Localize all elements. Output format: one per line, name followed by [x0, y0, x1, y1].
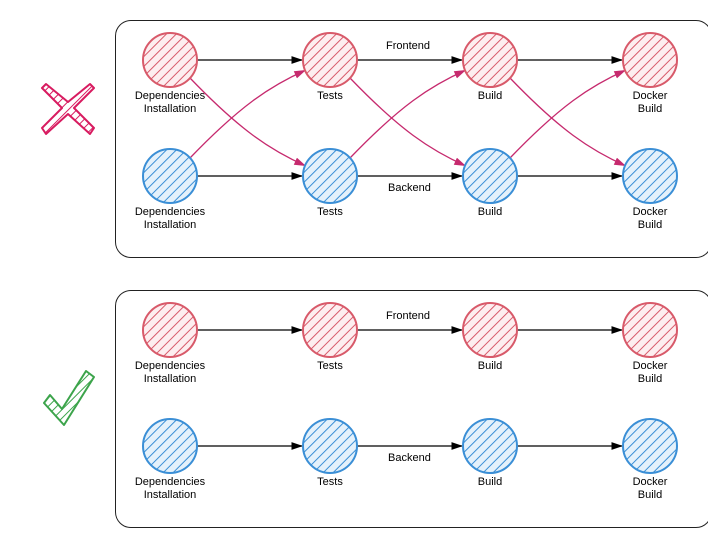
node-build-backend — [463, 149, 517, 203]
node-build-backend — [463, 419, 517, 473]
node-label: Tests — [306, 476, 354, 489]
node-label: Tests — [306, 206, 354, 219]
node-build-frontend — [463, 303, 517, 357]
node-label: Build — [468, 90, 512, 103]
node-label: DockerBuild — [624, 360, 676, 385]
row-label-frontend: Frontend — [386, 310, 430, 322]
node-tests-frontend — [303, 33, 357, 87]
row-label-backend: Backend — [388, 452, 431, 464]
node-docker-backend — [623, 149, 677, 203]
node-label: DependenciesInstallation — [134, 90, 206, 115]
node-docker-frontend — [623, 33, 677, 87]
node-deps-frontend — [143, 303, 197, 357]
node-build-frontend — [463, 33, 517, 87]
node-deps-frontend — [143, 33, 197, 87]
node-label: Build — [468, 206, 512, 219]
node-label: DockerBuild — [624, 476, 676, 501]
node-docker-frontend — [623, 303, 677, 357]
node-label: DockerBuild — [624, 90, 676, 115]
node-label: DependenciesInstallation — [134, 206, 206, 231]
node-tests-backend — [303, 149, 357, 203]
node-label: DependenciesInstallation — [134, 476, 206, 501]
diagram-canvas: Frontend Backend Frontend Backend Depend… — [10, 10, 708, 541]
node-deps-backend — [143, 149, 197, 203]
node-deps-backend — [143, 419, 197, 473]
node-label: Build — [468, 360, 512, 373]
node-tests-frontend — [303, 303, 357, 357]
node-label: DockerBuild — [624, 206, 676, 231]
node-docker-backend — [623, 419, 677, 473]
node-tests-backend — [303, 419, 357, 473]
node-label: Build — [468, 476, 512, 489]
node-label: Tests — [306, 90, 354, 103]
row-label-frontend: Frontend — [386, 40, 430, 52]
node-label: Tests — [306, 360, 354, 373]
row-label-backend: Backend — [388, 182, 431, 194]
node-label: DependenciesInstallation — [134, 360, 206, 385]
